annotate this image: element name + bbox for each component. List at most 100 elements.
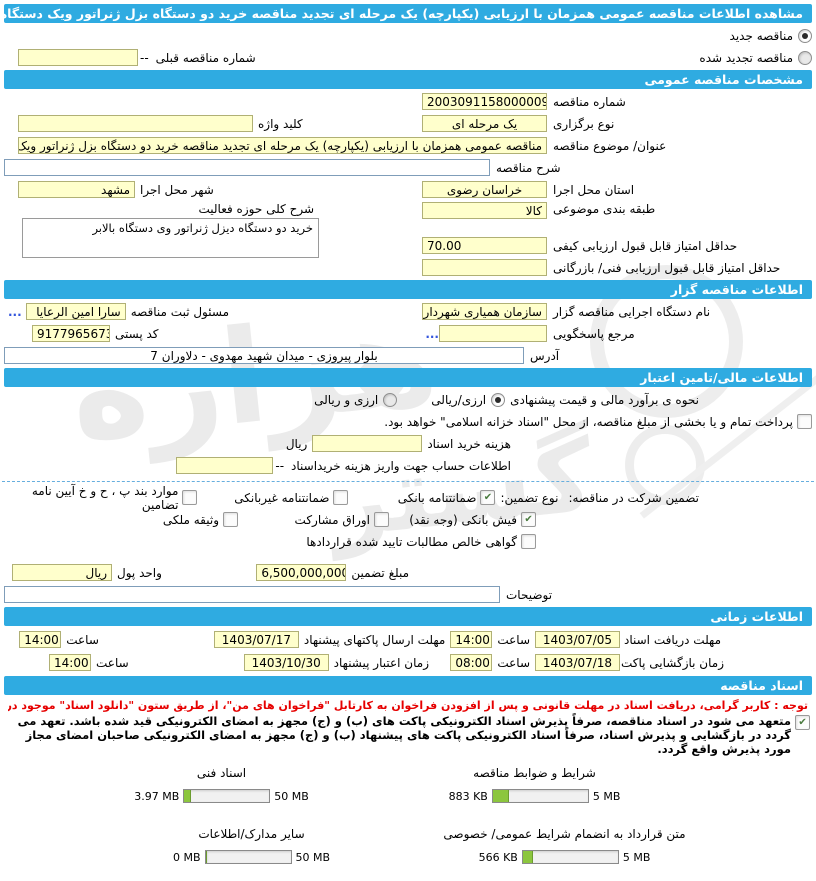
contact-lookup-ellipsis-link[interactable]: ... bbox=[425, 326, 439, 341]
hour-label: ساعت bbox=[497, 632, 530, 647]
net-claims-label: گواهی خالص مطالبات تایید شده قراردادها bbox=[306, 534, 517, 549]
nonbank-guarantee-checkbox[interactable] bbox=[333, 490, 349, 505]
guarantee-amount-row: مبلغ تضمین 6,500,000,000 واحد پول ریال bbox=[4, 563, 414, 582]
upload-row-2: متن قرارداد به انضمام شرایط عمومی/ خصوصی… bbox=[0, 827, 816, 864]
renewed-tender-radio-label: مناقصه تجدید شده bbox=[699, 50, 793, 65]
packet-submit-deadline-label: مهلت ارسال پاکتهای پیشنهاد bbox=[303, 632, 446, 647]
property-collateral-label: وثیقه ملکی bbox=[162, 512, 219, 527]
account-label: اطلاعات حساب جهت واریز هزینه خریداسناد bbox=[291, 458, 511, 473]
min-quality-score-row: حداقل امتیاز قابل قبول ارزیابی کیفی 70.0… bbox=[4, 236, 812, 255]
upload-terms-cell: شرایط و ضوابط مناقصه 883 KB 5 MB bbox=[417, 766, 652, 803]
hour-label: ساعت bbox=[497, 655, 530, 670]
upload-terms-max: 5 MB bbox=[592, 789, 621, 803]
participation-bonds-checkbox[interactable] bbox=[374, 512, 389, 527]
currency-unit-field[interactable]: ریال bbox=[12, 564, 112, 581]
category-field[interactable]: کالا bbox=[422, 202, 547, 219]
registrar-field[interactable]: سارا امین الرعایا bbox=[25, 303, 126, 320]
commitment-row: متعهد می شود در اسناد مناقصه، صرفاً پذیر… bbox=[6, 714, 810, 756]
renewed-tender-radio[interactable] bbox=[798, 50, 812, 65]
guarantee-type-row-3: گواهی خالص مطالبات تایید شده قراردادها bbox=[4, 532, 704, 551]
previous-tender-number-dash: -- bbox=[140, 50, 149, 65]
tender-type-row-new: مناقصه جدید bbox=[4, 26, 812, 45]
contact-postal-row: مرجع پاسخگویی ... کد پستی 9177965673 bbox=[4, 324, 812, 343]
upload-contract-progress-bar bbox=[521, 850, 619, 864]
treasury-checkbox-label: پرداخت تمام و یا بخشی از مبلغ مناقصه، از… bbox=[384, 414, 793, 429]
method-field[interactable]: یک مرحله ای bbox=[422, 115, 547, 132]
upload-other-docs-progress-bar bbox=[204, 850, 292, 864]
estimate-method-label: نحوه ی برآورد مالی و قیمت پیشنهادی bbox=[510, 392, 699, 407]
method-keyword-row: نوع برگزاری یک مرحله ای کلید واژه bbox=[4, 114, 812, 133]
bank-receipt-label: فیش بانکی (وجه نقد) bbox=[409, 512, 517, 527]
bylaw-items-checkbox[interactable] bbox=[182, 490, 198, 505]
packet-opening-time[interactable]: 08:00 bbox=[450, 654, 493, 671]
upload-technical-progress-bar bbox=[183, 789, 271, 803]
new-tender-radio[interactable] bbox=[798, 28, 812, 43]
min-tech-score-label: حداقل امتیاز قابل قبول ارزیابی فنی/ بازر… bbox=[553, 260, 781, 275]
postal-code-field[interactable]: 9177965673 bbox=[32, 325, 110, 342]
schedule-row-1: مهلت دریافت اسناد 1403/07/05 ساعت 14:00 … bbox=[4, 630, 724, 649]
previous-tender-number-input[interactable] bbox=[18, 49, 138, 66]
currency-unit-label: واحد پول bbox=[117, 565, 162, 580]
property-collateral-checkbox[interactable] bbox=[223, 512, 238, 527]
offer-validity-date[interactable]: 1403/10/30 bbox=[243, 654, 329, 671]
city-field[interactable]: مشهد bbox=[18, 181, 135, 198]
packet-opening-date[interactable]: 1403/07/18 bbox=[535, 654, 620, 671]
offer-validity-time[interactable]: 14:00 bbox=[49, 654, 91, 671]
doc-fee-input[interactable] bbox=[312, 435, 423, 452]
min-quality-score-field[interactable]: 70.00 bbox=[422, 237, 547, 254]
location-row: استان محل اجرا خراسان رضوی شهر محل اجرا … bbox=[4, 180, 812, 199]
commitment-checkbox[interactable] bbox=[795, 715, 810, 730]
download-notice-text: توجه : کاربر گرامی، دریافت اسناد در مهلت… bbox=[8, 699, 808, 712]
upload-terms-size: 883 KB bbox=[448, 789, 488, 803]
packet-submit-deadline-time[interactable]: 14:00 bbox=[19, 631, 62, 648]
doc-fee-unit-label: ریال bbox=[285, 436, 308, 451]
bank-guarantee-checkbox[interactable] bbox=[480, 490, 496, 505]
guarantee-amount-field[interactable]: 6,500,000,000 bbox=[256, 564, 347, 581]
doc-fee-row: هزینه خرید اسناد ریال bbox=[4, 434, 516, 453]
guarantee-type-row-2: فیش بانکی (وجه نقد) اوراق مشارکت وثیقه م… bbox=[4, 510, 704, 529]
upload-row-1: شرایط و ضوابط مناقصه 883 KB 5 MB اسناد ف… bbox=[0, 766, 756, 803]
upload-technical-cell: اسناد فنی 3.97 MB 50 MB bbox=[104, 766, 339, 803]
upload-terms-label: شرایط و ضوابط مناقصه bbox=[473, 766, 596, 780]
account-row: اطلاعات حساب جهت واریز هزینه خریداسناد -… bbox=[4, 456, 516, 475]
province-field[interactable]: خراسان رضوی bbox=[422, 181, 547, 198]
upload-other-docs-max: 50 MB bbox=[295, 850, 331, 864]
address-field[interactable]: بلوار پیروزی - میدان شهید مهدوی - دلاورا… bbox=[4, 347, 524, 364]
upload-contract-label: متن قرارداد به انضمام شرایط عمومی/ خصوصی bbox=[443, 827, 686, 841]
bylaw-items-label: موارد بند پ ، ح و خ آیین نامه تضامین bbox=[31, 483, 179, 512]
doc-fee-label: هزینه خرید اسناد bbox=[427, 436, 511, 451]
agency-name-field[interactable]: سازمان همیاری شهرداری، bbox=[422, 303, 547, 320]
description-row: شرح مناقصه bbox=[4, 158, 812, 177]
currency-mixed-radio-label: ارزی و ریالی bbox=[314, 392, 379, 407]
guarantee-amount-label: مبلغ تضمین bbox=[351, 565, 409, 580]
currency-mixed-radio[interactable] bbox=[383, 392, 398, 407]
description-input[interactable] bbox=[4, 159, 490, 176]
address-row: آدرس بلوار پیروزی - میدان شهید مهدوی - د… bbox=[4, 346, 812, 365]
registrar-label: مسئول ثبت مناقصه bbox=[130, 304, 230, 319]
upload-other-docs-label: سایر مدارک/اطلاعات bbox=[198, 827, 305, 841]
upload-terms-progress-bar bbox=[491, 789, 589, 803]
packet-submit-deadline-date[interactable]: 1403/07/17 bbox=[213, 631, 299, 648]
method-label: نوع برگزاری bbox=[553, 116, 615, 131]
doc-receive-deadline-date[interactable]: 1403/07/05 bbox=[535, 631, 620, 648]
currency-rial-radio[interactable] bbox=[491, 392, 506, 407]
activity-textarea[interactable]: خرید دو دستگاه دیزل ژنراتور وی دستگاه با… bbox=[22, 218, 319, 258]
net-claims-checkbox[interactable] bbox=[521, 534, 536, 549]
min-tech-score-field[interactable] bbox=[422, 259, 547, 276]
upload-technical-size: 3.97 MB bbox=[134, 789, 180, 803]
min-tech-score-row: حداقل امتیاز قابل قبول ارزیابی فنی/ بازر… bbox=[4, 258, 812, 277]
contact-field[interactable] bbox=[439, 325, 547, 342]
tender-number-field[interactable]: 2003091158000009 bbox=[422, 93, 547, 110]
hour-label: ساعت bbox=[66, 632, 99, 647]
registrar-lookup-ellipsis-link[interactable]: ... bbox=[8, 304, 22, 319]
keyword-input[interactable] bbox=[18, 115, 253, 132]
commitment-text: متعهد می شود در اسناد مناقصه، صرفاً پذیر… bbox=[17, 714, 791, 756]
doc-receive-deadline-time[interactable]: 14:00 bbox=[450, 631, 493, 648]
subject-field[interactable]: مناقصه عمومی همزمان با ارزیابی (یکپارچه)… bbox=[18, 137, 547, 154]
account-field[interactable] bbox=[176, 457, 274, 474]
postal-code-label: کد پستی bbox=[115, 326, 159, 341]
upload-other-docs-size: 0 MB bbox=[172, 850, 201, 864]
notes-input[interactable] bbox=[4, 586, 500, 603]
bank-receipt-checkbox[interactable] bbox=[521, 512, 536, 527]
treasury-checkbox[interactable] bbox=[797, 414, 812, 429]
